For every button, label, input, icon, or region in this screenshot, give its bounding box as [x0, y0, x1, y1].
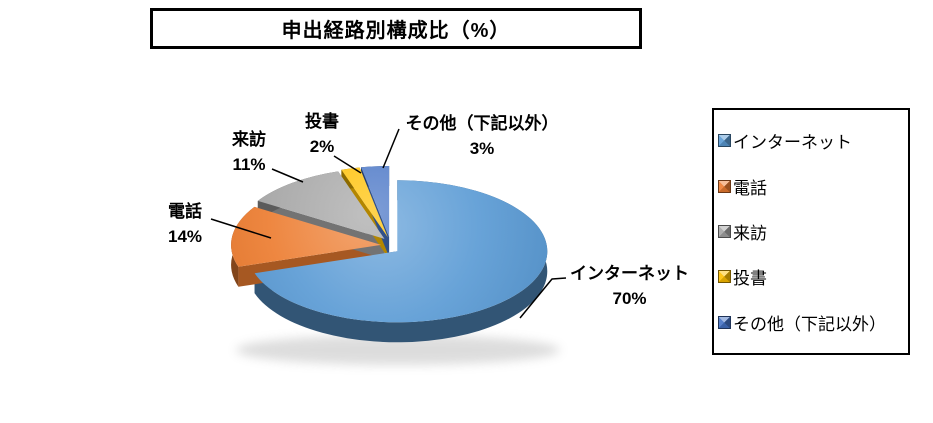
- legend-item-internet[interactable]: インターネット: [718, 128, 904, 153]
- legend-marker-icon: [718, 224, 731, 238]
- legend-item-label: 電話: [733, 178, 767, 198]
- callout-category: インターネット: [570, 264, 689, 283]
- callout-percent: 14%: [167, 227, 203, 246]
- callout-other: その他（下記以外） 3%: [386, 111, 578, 161]
- legend: インターネット 電話 来訪 投書 その他（下記以外）: [712, 108, 910, 355]
- callout-letter: 投書 2%: [284, 109, 360, 159]
- pie-slice-2[interactable]: [257, 171, 385, 239]
- legend-marker-icon: [718, 179, 731, 193]
- legend-marker-icon: [718, 270, 731, 284]
- callout-category: その他（下記以外）: [405, 114, 559, 133]
- callout-percent: 11%: [232, 155, 266, 174]
- legend-marker-icon: [718, 315, 731, 329]
- callout-leader-line: [382, 128, 400, 169]
- pie-slice-4[interactable]: [361, 166, 390, 238]
- chart-title: 申出経路別構成比（%）: [281, 20, 511, 42]
- legend-item-phone[interactable]: 電話: [718, 174, 904, 199]
- pie-slice-0[interactable]: [254, 180, 548, 323]
- callout-percent: 2%: [309, 137, 335, 156]
- legend-marker-icon: [718, 134, 731, 148]
- legend-item-visit[interactable]: 来訪: [718, 219, 904, 244]
- legend-item-label: その他（下記以外）: [733, 314, 886, 334]
- callout-leader-line: [271, 168, 304, 183]
- legend-item-label: 来訪: [733, 223, 767, 243]
- callout-category: 来訪: [232, 130, 266, 149]
- pie-slice-1[interactable]: [231, 206, 382, 267]
- pie-shadow: [236, 335, 560, 365]
- callout-percent: 3%: [469, 139, 495, 158]
- callout-phone: 電話 14%: [147, 199, 223, 249]
- legend-item-label: インターネット: [733, 133, 852, 153]
- legend-item-letter[interactable]: 投書: [718, 264, 904, 289]
- callout-percent: 70%: [612, 289, 647, 308]
- chart-title-box: 申出経路別構成比（%）: [150, 8, 642, 49]
- pie-slice-3[interactable]: [341, 167, 388, 238]
- callout-category: 電話: [168, 202, 202, 221]
- callout-visit: 来訪 11%: [211, 127, 287, 177]
- callout-category: 投書: [305, 112, 339, 131]
- legend-item-other[interactable]: その他（下記以外）: [718, 310, 904, 335]
- callout-leader-line: [519, 277, 567, 319]
- callout-internet: インターネット 70%: [552, 261, 707, 311]
- callout-leader-line: [333, 155, 362, 174]
- callout-leader-line: [210, 218, 272, 239]
- legend-item-label: 投書: [733, 269, 767, 289]
